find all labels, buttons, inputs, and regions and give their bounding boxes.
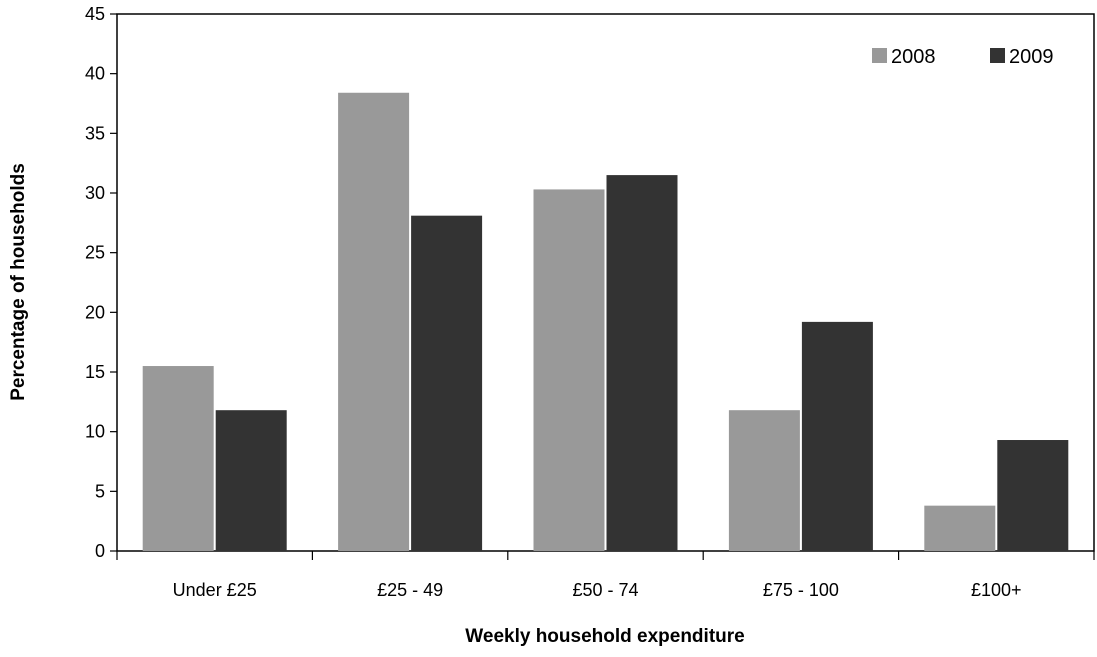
bar-2009-4 — [997, 440, 1069, 551]
bar-2009-1 — [411, 215, 483, 551]
bar-2009-2 — [606, 175, 678, 551]
x-tick-label: Under £25 — [173, 580, 257, 600]
bar-2008-4 — [924, 505, 996, 551]
bars — [142, 92, 1069, 552]
legend-label-2009: 2009 — [1009, 46, 1054, 68]
bar-2008-2 — [533, 189, 605, 552]
bar-2008-3 — [728, 410, 800, 551]
legend: 2008 2009 — [872, 46, 1054, 68]
bar-2009-3 — [801, 321, 873, 551]
y-tick-label: 35 — [85, 123, 105, 143]
legend-swatch-2009 — [990, 48, 1005, 63]
y-tick-label: 20 — [85, 302, 105, 322]
y-tick-label: 10 — [85, 422, 105, 442]
x-tick-label: £50 - 74 — [572, 580, 638, 600]
bar-2008-0 — [142, 366, 214, 551]
x-axis-title: Weekly household expenditure — [465, 626, 744, 647]
legend-swatch-2008 — [872, 48, 887, 63]
bar-2008-1 — [338, 92, 410, 551]
x-axis: Under £25 £25 - 49 £50 - 74 £75 - 100 £100+ — [116, 551, 1095, 600]
x-tick-label: £75 - 100 — [763, 580, 839, 600]
legend-label-2008: 2008 — [891, 46, 936, 68]
y-tick-label: 40 — [85, 64, 105, 84]
bar-2009-0 — [215, 410, 287, 551]
x-tick-label: £25 - 49 — [377, 580, 443, 600]
y-tick-label: 0 — [95, 541, 105, 561]
y-axis-title: Percentage of households — [8, 163, 29, 401]
y-tick-label: 5 — [95, 481, 105, 501]
y-tick-label: 15 — [85, 362, 105, 382]
y-tick-label: 30 — [85, 183, 105, 203]
y-tick-label: 45 — [85, 4, 105, 24]
y-tick-label: 25 — [85, 243, 105, 263]
y-axis: 0 5 10 15 20 25 30 35 40 45 — [85, 4, 117, 561]
x-tick-label: £100+ — [971, 580, 1022, 600]
